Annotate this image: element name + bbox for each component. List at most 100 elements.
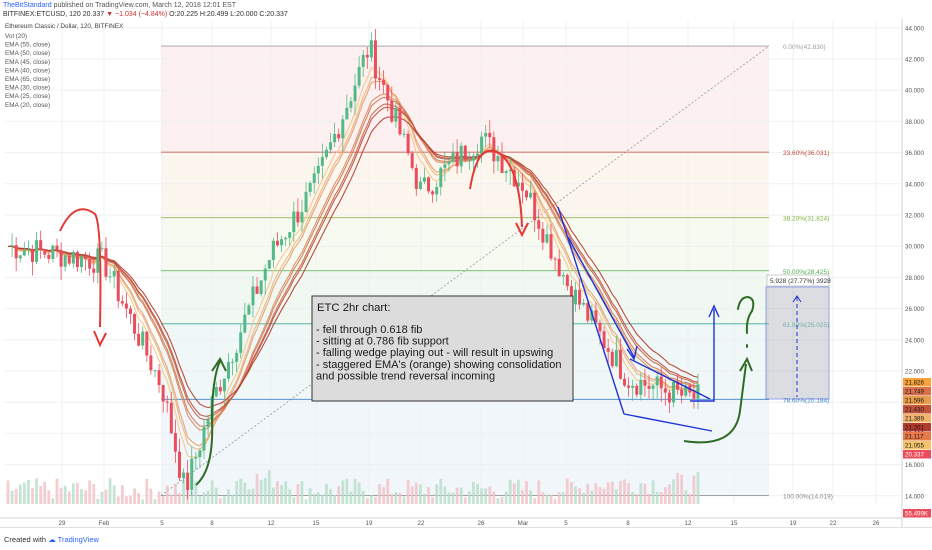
candle-body <box>569 286 573 305</box>
volume-bar <box>537 480 541 504</box>
author-link[interactable]: TheBitStandard <box>3 2 52 9</box>
candle-body <box>655 376 659 386</box>
tradingview-logo-icon: ☁ <box>48 535 56 544</box>
volume-bar <box>390 493 394 504</box>
time-axis[interactable]: 29 Feb 5 8 12 15 19 22 26 Mar 5 8 12 15 19 22 26 <box>0 517 902 527</box>
candle-body <box>561 275 565 277</box>
candlesticks <box>10 28 700 500</box>
volume-bar <box>561 492 565 504</box>
ema-line <box>7 93 699 431</box>
volume-bar <box>406 479 410 504</box>
fib-label: 100.00%(14.019) <box>783 494 833 501</box>
wedge-lower-line <box>623 413 713 432</box>
candle-body <box>459 145 463 167</box>
candle-body <box>598 322 602 332</box>
candle-body <box>177 451 181 478</box>
price-tick-label: 40.000 <box>905 88 924 95</box>
price-tag-label: 21.201 <box>905 425 924 432</box>
volume-bar <box>688 493 692 504</box>
price-tag <box>903 378 931 387</box>
price-tick-label: 14.000 <box>905 493 924 500</box>
candle-body <box>623 378 627 386</box>
volume-bar <box>247 489 251 504</box>
candle-body <box>84 256 88 260</box>
candle-body <box>275 240 279 246</box>
time-tick-label: 19 <box>366 520 373 527</box>
volume-bar <box>619 481 622 504</box>
price-tick-label: 30.000 <box>905 244 924 251</box>
price-chart[interactable]: 0.00%(42.830) 23.60%(36.031) 38.20%(31.824… <box>0 19 932 527</box>
candle-body <box>308 182 312 192</box>
price-tag-label: 21.055 <box>905 443 924 450</box>
candle-body <box>422 177 426 182</box>
volume-bar <box>325 483 328 504</box>
volume-bar <box>463 497 467 504</box>
volume-bar <box>345 479 349 504</box>
candle-body <box>545 234 549 243</box>
volume-bar <box>157 491 161 504</box>
candle-body <box>684 385 688 396</box>
volume-bar <box>341 480 345 504</box>
volume-bar <box>378 484 381 504</box>
volume-bar <box>210 480 214 504</box>
candle-body <box>427 177 431 192</box>
candle-body <box>520 182 524 191</box>
ema-line <box>7 115 699 409</box>
volume-bar <box>214 487 218 504</box>
volume-bar <box>545 494 549 504</box>
volume-bar <box>267 470 271 504</box>
volume-bar <box>602 488 606 504</box>
volume-bar <box>643 483 647 504</box>
volume-bar <box>423 493 426 504</box>
fib-label: 78.60%(20.184) <box>783 397 829 404</box>
candle-body <box>320 157 324 166</box>
volume-bar <box>320 494 324 504</box>
candle-body <box>267 259 271 269</box>
tradingview-brand[interactable]: TradingView <box>57 535 99 544</box>
volume-bar <box>239 478 243 504</box>
measure-label-bg <box>766 274 830 287</box>
volume-bar <box>365 498 369 504</box>
candle-body <box>574 289 578 305</box>
green-curve-right <box>683 363 747 444</box>
candle-body <box>337 134 341 139</box>
volume-bar <box>300 481 304 504</box>
candle-body <box>243 314 247 333</box>
time-tick-label: 22 <box>418 520 425 527</box>
candle-body <box>557 258 561 277</box>
annotation-callout[interactable]: ETC 2hr chart:- fell through 0.618 fib- … <box>311 295 574 402</box>
candle-body <box>594 310 598 323</box>
volume-bar <box>521 490 524 504</box>
legend-item: EMA (25, close) <box>5 93 50 100</box>
volume-bar <box>386 478 390 504</box>
volume-bar <box>578 488 581 504</box>
candle-body <box>582 302 586 305</box>
volume-bar <box>623 479 626 504</box>
candle-body <box>431 191 435 195</box>
volume-bar <box>418 484 422 504</box>
volume-bar <box>606 482 610 504</box>
volume-bar <box>280 485 283 504</box>
chart-area[interactable]: 0.00%(42.830) 23.60%(36.031) 38.20%(31.824… <box>0 19 932 527</box>
volume-bar <box>112 485 116 504</box>
candle-body <box>141 331 145 346</box>
candle-body <box>169 402 173 434</box>
candle-body <box>382 79 386 85</box>
candle-body <box>194 457 198 459</box>
red-arc-left <box>59 208 102 328</box>
candle-body <box>418 181 422 189</box>
volume-bar <box>141 499 145 504</box>
price-axis[interactable]: 14.00016.00018.00020.00022.00024.00026.0… <box>901 19 932 527</box>
volume-bar <box>639 483 643 504</box>
price-tick-label: 42.000 <box>905 57 924 64</box>
volume-bar <box>104 489 108 504</box>
callout-line: and possible trend reversal incoming <box>316 370 495 382</box>
candle-body <box>157 370 161 386</box>
candle-body <box>324 149 328 158</box>
volume-bar <box>35 478 38 504</box>
volume-bar <box>414 482 418 504</box>
red-arc-top <box>469 149 523 228</box>
time-tick-label: 15 <box>313 520 320 527</box>
volume-bar <box>627 483 630 504</box>
volume-bar <box>71 483 75 504</box>
